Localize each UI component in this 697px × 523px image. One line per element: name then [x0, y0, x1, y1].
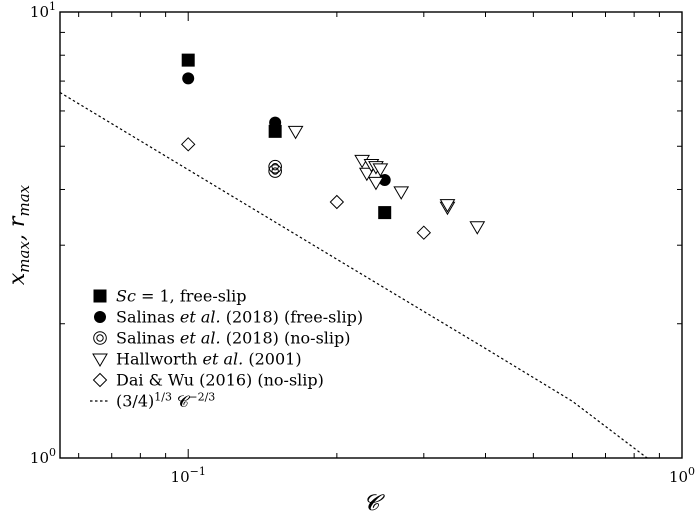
legend-item-scaling: (3/4)1/3 𝓒−2/3	[90, 391, 215, 411]
legend: Sc = 1, free-slip Salinas et al. (2018) (…	[90, 287, 363, 411]
legend-item-dai-wu: Dai & Wu (2016) (no-slip)	[92, 371, 324, 390]
x-tick-label: 100	[669, 465, 695, 486]
legend-marker-salinas-free	[94, 311, 106, 323]
data-point-salinas-no	[268, 164, 282, 178]
data-point-hallworth	[368, 176, 384, 191]
series-salinas-no	[268, 159, 282, 178]
legend-marker-hallworth	[92, 353, 108, 367]
data-point-dai-wu	[329, 194, 345, 210]
legend-label-salinas-free: Salinas et al. (2018) (free-slip)	[116, 308, 363, 327]
legend-item-salinas-free: Salinas et al. (2018) (free-slip)	[94, 308, 363, 327]
plot-frame	[59, 11, 683, 459]
legend-marker-salinas-no	[93, 331, 107, 345]
data-point-salinas-free	[269, 116, 282, 129]
data-point-salinas-free	[182, 72, 195, 85]
data-point-hallworth	[469, 221, 486, 235]
data-point-hallworth	[358, 167, 375, 182]
legend-label-hallworth: Hallworth et al. (2001)	[116, 350, 302, 369]
data-point-dai-wu	[180, 137, 196, 152]
axis-ticks	[60, 11, 683, 459]
legend-item-hallworth: Hallworth et al. (2001)	[92, 350, 302, 369]
data-point-hallworth	[439, 199, 456, 213]
y-tick-label: 100	[30, 446, 56, 467]
x-tick-label: 10−1	[171, 465, 206, 486]
series-salinas-free	[182, 72, 391, 187]
y-axis-label: xmax, rmax	[5, 184, 33, 285]
legend-marker-sc1	[93, 289, 107, 303]
legend-label-dai-wu: Dai & Wu (2016) (no-slip)	[116, 371, 324, 390]
series-sc1	[181, 53, 392, 220]
data-point-dai-wu	[416, 225, 432, 240]
data-point-sc1	[181, 53, 195, 67]
data-point-sc1	[268, 124, 282, 138]
x-axis-label: 𝓒	[363, 491, 385, 516]
data-markers	[180, 53, 486, 240]
legend-label-sc1: Sc = 1, free-slip	[116, 287, 246, 306]
legend-label-salinas-no: Salinas et al. (2018) (no-slip)	[116, 329, 351, 348]
legend-item-salinas-no: Salinas et al. (2018) (no-slip)	[93, 329, 351, 348]
data-point-sc1	[378, 206, 392, 220]
data-point-hallworth	[287, 125, 304, 140]
data-point-hallworth	[372, 163, 389, 177]
data-point-salinas-no	[268, 159, 282, 174]
legend-label-scaling: (3/4)1/3 𝓒−2/3	[116, 391, 215, 411]
tick-labels: 10−1 100 100 101	[30, 0, 695, 486]
legend-item-sc1: Sc = 1, free-slip	[93, 287, 246, 306]
series-hallworth	[287, 125, 486, 235]
legend-marker-dai-wu	[92, 372, 108, 388]
y-tick-label: 101	[30, 0, 56, 21]
series-dai-wu	[180, 137, 432, 240]
data-point-hallworth	[393, 186, 410, 200]
